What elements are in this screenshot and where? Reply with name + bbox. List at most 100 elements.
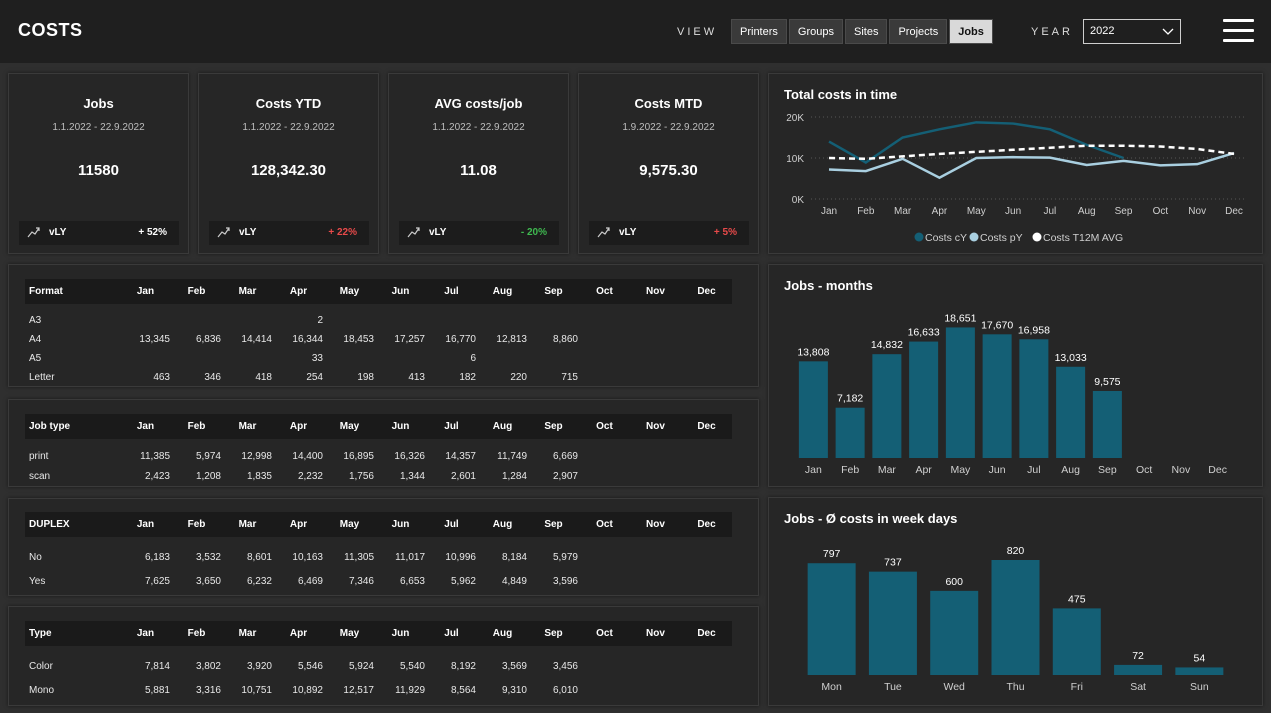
table-row: Yes 7,625 3,650 6,232 6,469 7,346 6,653 5,962 4,…	[25, 565, 732, 589]
bar	[991, 560, 1040, 675]
bar	[807, 563, 856, 675]
x-tick-label: Feb	[857, 206, 875, 217]
row-label: Yes	[29, 576, 46, 587]
table-cell	[681, 537, 732, 565]
column-header: Mar	[222, 414, 273, 439]
bar	[1092, 390, 1122, 458]
bar	[945, 327, 975, 458]
data-label: 17,670	[981, 319, 1013, 331]
format-table-panel: Format Jan Feb Mar Apr May Jun Jul Aug Sep Oct Nov D…	[8, 264, 759, 387]
chart-title: Jobs - months	[784, 278, 873, 293]
table-cell	[528, 347, 579, 366]
x-tick-label: Dec	[1225, 206, 1243, 217]
table-cell	[681, 565, 732, 589]
column-header: Mar	[222, 512, 273, 537]
column-header: May	[324, 621, 375, 646]
tab-projects[interactable]: Projects	[889, 19, 948, 44]
table-cell: 6,232	[246, 576, 272, 587]
table-cell: 463	[153, 372, 170, 383]
kpi-title: Costs MTD	[634, 96, 703, 111]
kpi-date-range: 1.1.2022 - 22.9.2022	[52, 122, 145, 133]
kpi-delta: + 22%	[328, 227, 357, 238]
table-cell	[120, 304, 171, 328]
kpi-value: 128,342.30	[250, 162, 327, 179]
table-cell: 8,184	[501, 552, 527, 563]
table-row: A4 13,345 6,836 14,414 16,344 18,453 17,257 16,…	[25, 328, 732, 347]
table-cell: 14,400	[292, 451, 323, 462]
data-label: 54	[1194, 652, 1206, 664]
table-cell: 13,345	[139, 334, 170, 345]
column-header: Mar	[222, 621, 273, 646]
trend-icon	[217, 227, 230, 238]
x-tick-label: Jun	[989, 464, 1006, 476]
table-cell	[579, 366, 630, 385]
column-header: Sep	[528, 414, 579, 439]
bar	[835, 407, 865, 458]
tab-jobs[interactable]: Jobs	[949, 19, 993, 44]
year-dropdown[interactable]: 2022	[1083, 19, 1181, 44]
row-label: A4	[29, 334, 42, 345]
total-costs-chart-panel: Total costs in time 0K 10K 20K Jan Feb Mar Apr…	[768, 73, 1263, 254]
table-cell: 5,979	[552, 552, 578, 563]
table-cell	[630, 328, 681, 347]
column-header: May	[324, 414, 375, 439]
tab-groups[interactable]: Groups	[788, 19, 843, 44]
column-header: Dec	[681, 279, 732, 304]
tab-sites[interactable]: Sites	[844, 19, 888, 44]
table-cell	[681, 439, 732, 464]
table-header-row: Format Jan Feb Mar Apr May Jun Jul Aug Sep Oct Nov D…	[25, 279, 732, 304]
kpi-card: Jobs 1.1.2022 - 22.9.2022 11580 vLY + 52%	[8, 73, 189, 254]
table-cell: 6,183	[144, 552, 170, 563]
table-cell	[579, 328, 630, 347]
table-cell	[579, 674, 630, 698]
y-tick-label: 10K	[786, 154, 804, 165]
table-row: A5 33 6	[25, 347, 732, 366]
table-cell	[375, 304, 426, 328]
series-line	[828, 121, 1124, 164]
table-cell	[630, 304, 681, 328]
table-cell: 1,835	[246, 471, 272, 482]
table-cell: 1,344	[399, 471, 425, 482]
x-tick-label: Jan	[821, 206, 837, 217]
column-header: Apr	[273, 414, 324, 439]
x-tick-label: May	[950, 464, 971, 476]
table-cell: 6,469	[297, 576, 323, 587]
row-label: scan	[29, 471, 51, 482]
tab-printers[interactable]: Printers	[731, 19, 787, 44]
table-cell: 3,650	[195, 576, 221, 587]
table-cell: 7,625	[144, 576, 170, 587]
x-tick-label: Aug	[1078, 206, 1096, 217]
table-cell	[579, 646, 630, 674]
kpi-date-range: 1.1.2022 - 22.9.2022	[242, 122, 335, 133]
duplex-table: DUPLEX Jan Feb Mar Apr May Jun Jul Aug Sep Oct Nov D…	[25, 512, 732, 589]
column-header: Aug	[477, 621, 528, 646]
column-header: Jan	[120, 512, 171, 537]
column-header: Sep	[528, 279, 579, 304]
table-cell	[579, 304, 630, 328]
chart-title: Jobs - Ø costs in week days	[784, 511, 958, 526]
column-header: Jul	[426, 512, 477, 537]
table-cell: 10,751	[241, 685, 272, 696]
table-cell	[630, 347, 681, 366]
legend-marker	[914, 232, 924, 242]
table-cell: 346	[204, 372, 221, 383]
table-cell: 3,316	[195, 685, 221, 696]
table-cell: 198	[357, 372, 374, 383]
table-cell	[681, 464, 732, 484]
table-cell: 10,892	[292, 685, 323, 696]
column-header: May	[324, 512, 375, 537]
table-cell	[528, 304, 579, 328]
kpi-card: Costs YTD 1.1.2022 - 22.9.2022 128,342.30 v…	[198, 73, 379, 254]
x-tick-label: Dec	[1208, 464, 1227, 476]
row-label: Color	[29, 661, 53, 672]
column-header: Jul	[426, 621, 477, 646]
x-tick-label: May	[967, 206, 986, 217]
table-cell: 2,907	[552, 471, 578, 482]
kpi-date-range: 1.1.2022 - 22.9.2022	[432, 122, 525, 133]
table-cell	[630, 537, 681, 565]
table-cell	[477, 304, 528, 328]
data-label: 7,182	[837, 393, 863, 405]
y-tick-label: 20K	[786, 113, 804, 124]
header-bar: COSTS VIEW Printers Groups Sites Project…	[0, 0, 1271, 63]
hamburger-icon[interactable]	[1223, 19, 1254, 45]
